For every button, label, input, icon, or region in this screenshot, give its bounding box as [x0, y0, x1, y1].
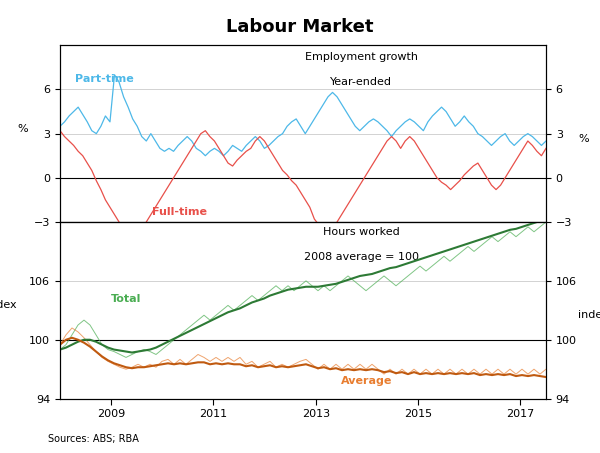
- Y-axis label: index: index: [0, 300, 17, 310]
- Text: Hours worked: Hours worked: [323, 227, 400, 237]
- Text: Average: Average: [341, 376, 393, 386]
- Text: 2008 average = 100: 2008 average = 100: [304, 252, 419, 262]
- Text: Total: Total: [111, 294, 142, 304]
- Text: Labour Market: Labour Market: [226, 18, 374, 36]
- Y-axis label: %: %: [578, 134, 589, 144]
- Y-axis label: %: %: [17, 124, 28, 134]
- Text: Employment growth: Employment growth: [305, 53, 418, 63]
- Y-axis label: index: index: [578, 310, 600, 320]
- Text: Part-time: Part-time: [76, 74, 134, 84]
- Text: Sources: ABS; RBA: Sources: ABS; RBA: [48, 434, 139, 444]
- Text: Year-ended: Year-ended: [331, 77, 392, 87]
- Text: Full-time: Full-time: [152, 207, 207, 217]
